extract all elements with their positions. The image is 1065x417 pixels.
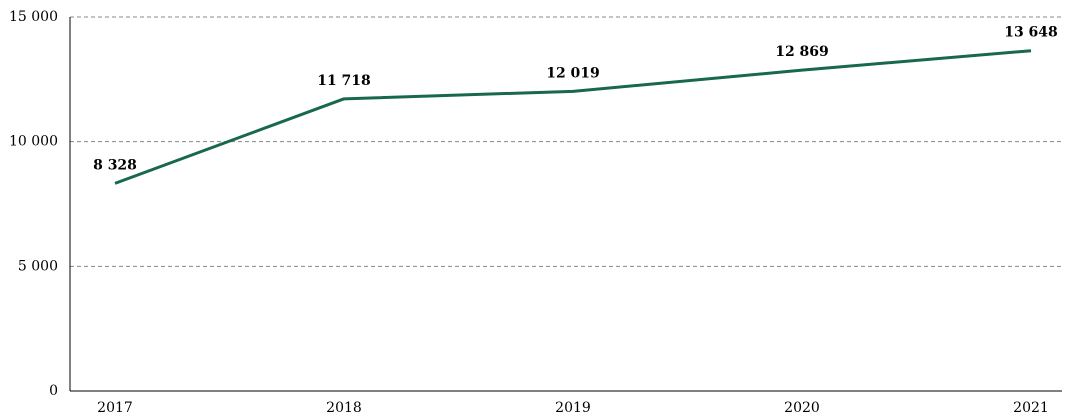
value-label: 11 718	[317, 73, 371, 89]
x-tick-label: 2019	[555, 400, 591, 416]
value-label: 12 869	[775, 44, 829, 60]
value-label: 13 648	[1004, 25, 1058, 41]
y-tick-label: 5 000	[18, 258, 58, 274]
y-tick-label: 15 000	[9, 9, 58, 25]
x-tick-label: 2017	[97, 400, 133, 416]
x-tick-label: 2020	[784, 400, 820, 416]
y-tick-label: 0	[49, 383, 58, 399]
value-label: 12 019	[546, 65, 600, 81]
value-label: 8 328	[93, 157, 137, 173]
x-tick-label: 2018	[326, 400, 362, 416]
x-tick-label: 2021	[1013, 400, 1049, 416]
y-tick-label: 10 000	[9, 134, 58, 150]
line	[114, 49, 1032, 185]
